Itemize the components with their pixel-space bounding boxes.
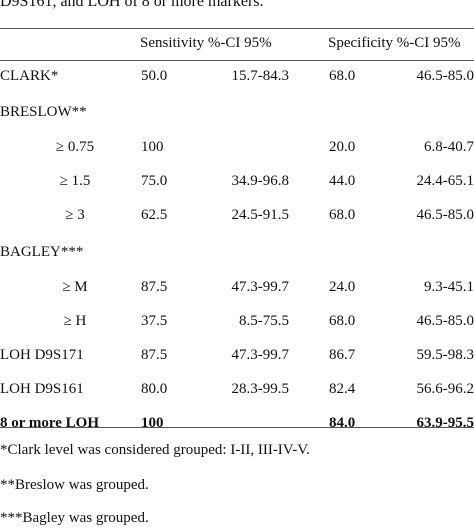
row-label: ≥ M — [62, 279, 88, 295]
footnote-breslow: **Breslow was grouped. — [0, 477, 149, 493]
specificity-value: 68.0 — [329, 68, 356, 84]
sensitivity-ci: 28.3-99.5 — [231, 381, 290, 397]
specificity-value: 82.4 — [329, 381, 356, 397]
specificity-ci: 46.5-85.0 — [416, 207, 474, 223]
sensitivity-value: 37.5 — [141, 313, 168, 329]
bottom-rule — [0, 427, 474, 428]
row-label: BRESLOW** — [0, 104, 87, 120]
sensitivity-ci: 15.7-84.3 — [231, 68, 290, 84]
header-rule — [0, 60, 474, 61]
specificity-ci: 46.5-85.0 — [416, 313, 474, 329]
sensitivity-value: 87.5 — [141, 347, 168, 363]
header-specificity: Specificity %-CI 95% — [328, 35, 461, 51]
specificity-ci: 59.5-98.3 — [416, 347, 474, 363]
sensitivity-value: 62.5 — [141, 207, 168, 223]
footnote-bagley: ***Bagley was grouped. — [0, 510, 149, 526]
row-label: BAGLEY*** — [0, 244, 84, 260]
sensitivity-value: 100 — [141, 139, 164, 155]
row-label: LOH D9S161 — [0, 381, 84, 397]
header-sensitivity: Sensitivity %-CI 95% — [140, 35, 272, 51]
sensitivity-ci: 47.3-99.7 — [231, 347, 290, 363]
sensitivity-value: 75.0 — [141, 173, 168, 189]
row-label: ≥ 1.5 — [59, 173, 91, 189]
specificity-value: 84.0 — [329, 415, 356, 431]
table-caption: D9S161, and LOH of 8 or more markers. — [0, 0, 264, 10]
footnote-clark: *Clark level was considered grouped: I-I… — [0, 442, 310, 458]
specificity-value: 68.0 — [329, 207, 356, 223]
specificity-value: 86.7 — [329, 347, 356, 363]
specificity-value: 68.0 — [329, 313, 356, 329]
sensitivity-value: 50.0 — [141, 68, 168, 84]
specificity-ci: 63.9-95.5 — [416, 415, 474, 431]
specificity-value: 44.0 — [329, 173, 356, 189]
specificity-ci: 24.4-65.1 — [416, 173, 474, 189]
sensitivity-value: 100 — [141, 415, 164, 431]
row-label: LOH D9S171 — [0, 347, 84, 363]
row-label: ≥ 0.75 — [55, 139, 95, 155]
sensitivity-value: 87.5 — [141, 279, 168, 295]
row-label: 8 or more LOH — [0, 415, 100, 431]
specificity-ci: 9.3-45.1 — [424, 279, 474, 295]
sensitivity-ci: 34.9-96.8 — [231, 173, 290, 189]
sensitivity-ci: 47.3-99.7 — [231, 279, 290, 295]
sensitivity-ci: 8.5-75.5 — [239, 313, 289, 329]
sensitivity-ci: 24.5-91.5 — [231, 207, 290, 223]
specificity-value: 20.0 — [329, 139, 356, 155]
row-label: ≥ H — [63, 313, 87, 329]
sensitivity-value: 80.0 — [141, 381, 168, 397]
specificity-ci: 46.5-85.0 — [416, 68, 474, 84]
specificity-ci: 56.6-96.2 — [416, 381, 474, 397]
row-label: ≥ 3 — [65, 207, 85, 223]
top-rule — [0, 28, 474, 29]
row-label: CLARK* — [0, 68, 59, 84]
specificity-ci: 6.8-40.7 — [424, 139, 474, 155]
specificity-value: 24.0 — [329, 279, 356, 295]
